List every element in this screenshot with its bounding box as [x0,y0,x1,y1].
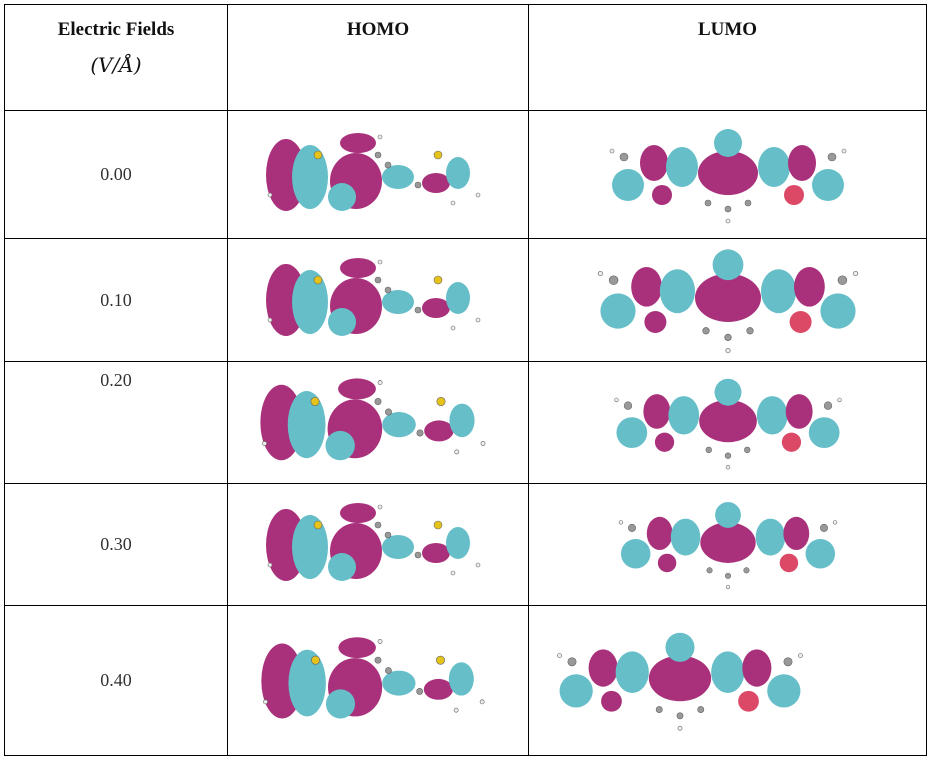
lumo-orbital [598,125,858,225]
lumo-orbital [583,245,873,355]
image-cell [227,605,529,756]
field-cell: 0.30 [4,483,228,606]
lumo-orbital [608,497,848,592]
image-cell [528,361,927,484]
homo-orbital [258,125,498,225]
image-cell [227,238,529,362]
image-cell [528,605,927,756]
image-cell [227,110,529,239]
homo-orbital [258,250,498,350]
field-cell: 0.20 [4,361,228,484]
field-cell: 0.10 [4,238,228,362]
homo-orbital [253,495,503,595]
field-cell: 0.00 [4,110,228,239]
homo-orbital [253,626,503,736]
image-cell [227,361,529,484]
image-cell [227,483,529,606]
header-cell: Electric Fields (V/Å) [4,4,228,111]
image-cell [528,483,927,606]
header-cell: LUMO [528,4,927,111]
row: 0.00 [4,110,927,239]
lumo-orbital [545,623,815,738]
header-cell: HOMO [227,4,529,111]
row: 0.20 [4,361,927,484]
image-cell [528,238,927,362]
header-row: Electric Fields (V/Å) HOMO LUMO [4,4,927,111]
homo-orbital [248,370,508,475]
table-wrap: Electric Fields (V/Å) HOMO LUMO 0.00 0.10… [4,4,927,756]
row: 0.40 [4,605,927,756]
header-text: Electric Fields [57,19,175,40]
image-cell [528,110,927,239]
lumo-orbital [603,373,853,473]
field-cell: 0.40 [4,605,228,756]
header-unit: (V/Å) [90,53,142,77]
orbital-table: Electric Fields (V/Å) HOMO LUMO 0.00 0.10… [4,4,927,756]
row: 0.10 [4,238,927,362]
row: 0.30 [4,483,927,606]
